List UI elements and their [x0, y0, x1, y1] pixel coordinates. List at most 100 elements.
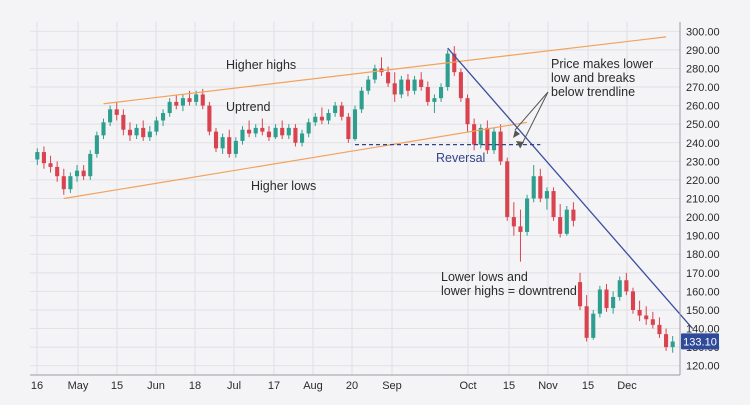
- candle-body: [670, 341, 675, 348]
- y-axis: 120.00130.00140.00150.00160.00170.00180.…: [679, 22, 720, 375]
- y-tick-label: 160.00: [686, 286, 720, 298]
- x-tick-label: 18: [189, 380, 201, 392]
- trend-lines: [63, 36, 694, 329]
- candles: [35, 46, 675, 353]
- candle-body: [511, 217, 516, 227]
- candle-body: [227, 137, 232, 154]
- y-tick-label: 190.00: [686, 231, 720, 243]
- y-tick-label: 240.00: [686, 138, 720, 150]
- candle-body: [491, 131, 497, 151]
- channel-lower-line: [63, 121, 528, 200]
- candle-body: [240, 129, 245, 141]
- callout-arrow-1: [514, 91, 549, 131]
- candle-body: [604, 289, 609, 309]
- candle-body: [551, 191, 556, 218]
- candle-body: [339, 105, 344, 117]
- candle-body: [74, 170, 80, 177]
- candle-body: [207, 105, 212, 132]
- y-tick-label: 220.00: [686, 175, 720, 187]
- callout-arrow-2: [519, 91, 549, 149]
- candle-body: [478, 127, 483, 145]
- candle-body: [617, 280, 622, 297]
- y-tick-label: 230.00: [686, 156, 720, 168]
- candle-body: [485, 127, 490, 151]
- candle-body: [412, 79, 417, 91]
- candle-body: [180, 98, 185, 106]
- candle-body: [187, 98, 192, 102]
- candle-body: [174, 101, 179, 106]
- candle-body: [41, 152, 46, 164]
- candle-body: [352, 109, 358, 140]
- candle-body: [299, 133, 305, 143]
- annotation-lower-lows-line1: Lower lows and: [441, 270, 528, 284]
- candle-body: [438, 87, 444, 99]
- candle-body: [597, 289, 602, 314]
- candle-body: [531, 176, 536, 199]
- candle-body: [260, 127, 265, 132]
- candle-body: [68, 176, 73, 190]
- candle-body: [194, 94, 199, 102]
- candle-body: [630, 291, 636, 310]
- candle-body: [525, 198, 530, 232]
- candle-body: [591, 313, 596, 338]
- y-tick-label: 270.00: [686, 82, 720, 94]
- candle-body: [584, 306, 589, 338]
- y-tick-label: 300.00: [686, 26, 720, 38]
- x-tick-label: Jun: [147, 380, 165, 392]
- x-tick-label: 15: [503, 380, 515, 392]
- candle-body: [333, 105, 338, 114]
- candle-body: [200, 94, 205, 106]
- callout-arrowhead-2: [516, 141, 524, 148]
- candle-body: [399, 79, 404, 95]
- candle-body: [101, 122, 106, 136]
- candle-body: [372, 68, 377, 80]
- candle-body: [81, 170, 86, 177]
- y-tick-label: 180.00: [686, 249, 720, 261]
- candle-body: [445, 53, 450, 88]
- candle-body: [167, 101, 172, 114]
- candle-body: [432, 98, 437, 102]
- x-tick-label: May: [68, 380, 89, 392]
- candle-body: [366, 79, 371, 91]
- candle-body: [108, 109, 113, 123]
- candle-body: [121, 114, 126, 130]
- y-tick-label: 280.00: [686, 63, 720, 75]
- candle-body: [88, 153, 93, 177]
- candle-body: [611, 296, 616, 309]
- x-tick-label: Aug: [303, 380, 323, 392]
- candle-body: [359, 90, 364, 110]
- candle-body: [306, 122, 311, 134]
- x-tick-label: 20: [346, 380, 358, 392]
- candle-body: [147, 131, 152, 138]
- candle-body: [154, 120, 159, 132]
- last-price-badge: [681, 333, 719, 350]
- candle-body: [498, 131, 503, 162]
- annotation-lower-lows-line2: lower highs = downtrend: [441, 284, 577, 298]
- annotation-uptrend: Uptrend: [226, 100, 271, 114]
- candle-body: [61, 176, 66, 190]
- annotations: Higher highs Uptrend Higher lows Reversal Pr…: [226, 57, 653, 298]
- candle-body: [644, 315, 649, 320]
- x-tick-label: Nov: [538, 380, 558, 392]
- y-tick-label: 140.00: [686, 324, 720, 336]
- y-tick-label: 170.00: [686, 268, 720, 280]
- x-tick-label: 16: [31, 380, 43, 392]
- candle-body: [273, 127, 278, 138]
- x-tick-label: 15: [111, 380, 123, 392]
- downtrend-line: [447, 47, 694, 329]
- candle-body: [637, 309, 642, 316]
- candle-body: [233, 140, 238, 154]
- x-axis: 16 May 15 Jun 18 Jul 17 Aug 20 Sep Oct 15 Nov 15 Dec: [30, 374, 680, 392]
- candle-body: [114, 109, 119, 115]
- annotation-price-breaks-line2: low and breaks: [551, 71, 635, 85]
- candle-body: [544, 191, 549, 199]
- candle-body: [293, 127, 298, 143]
- annotation-higher-highs: Higher highs: [226, 58, 296, 72]
- candle-body: [472, 124, 477, 145]
- channel-upper-line: [103, 36, 667, 105]
- callout-arrowhead-1: [513, 130, 520, 138]
- x-tick-label: 17: [268, 380, 280, 392]
- candle-body: [313, 116, 318, 123]
- candle-body: [657, 324, 662, 335]
- candle-body: [624, 280, 629, 292]
